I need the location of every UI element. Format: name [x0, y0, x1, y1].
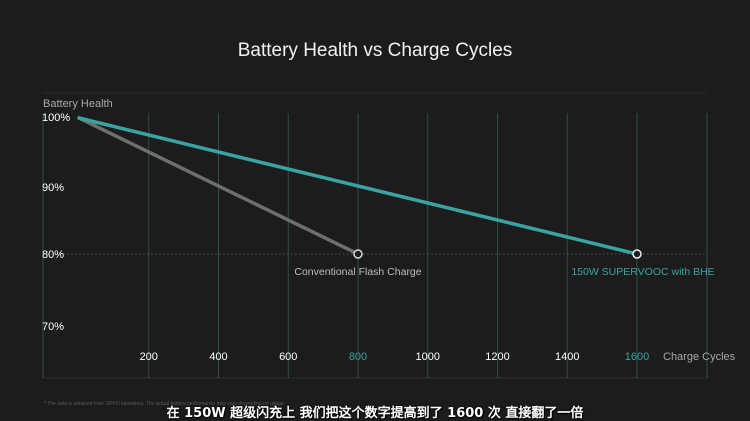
- series-line: [77, 116, 639, 256]
- x-tick-label: 1200: [485, 351, 509, 363]
- x-axis-title: Charge Cycles: [663, 351, 736, 363]
- series-line: [77, 116, 360, 256]
- series-label: 150W SUPERVOOC with BHE: [571, 266, 714, 278]
- chart-title: Battery Health vs Charge Cycles: [237, 40, 513, 61]
- y-tick-label: 70%: [42, 321, 64, 333]
- x-tick-label: 1600: [625, 351, 649, 363]
- x-tick-label: 1000: [416, 351, 440, 363]
- video-subtitle: 在 150W 超级闪充上 我们把这个数字提高到了 1600 次 直接翻了一倍: [166, 406, 584, 421]
- x-tick-label: 600: [279, 351, 297, 363]
- y-tick-label: 90%: [42, 182, 64, 194]
- x-tick-label: 400: [209, 351, 227, 363]
- series-end-marker: [632, 249, 642, 259]
- series-label: Conventional Flash Charge: [294, 266, 421, 278]
- x-tick-label: 1400: [555, 351, 579, 363]
- y-axis-title: Battery Health: [43, 98, 113, 110]
- series-end-marker: [353, 249, 363, 259]
- y-tick-label: 100%: [42, 112, 70, 124]
- x-tick-label: 200: [140, 351, 158, 363]
- y-tick-label: 80%: [42, 249, 64, 261]
- x-tick-label: 800: [349, 351, 367, 363]
- footnote: * The data is obtained from OPPO laborat…: [44, 401, 285, 407]
